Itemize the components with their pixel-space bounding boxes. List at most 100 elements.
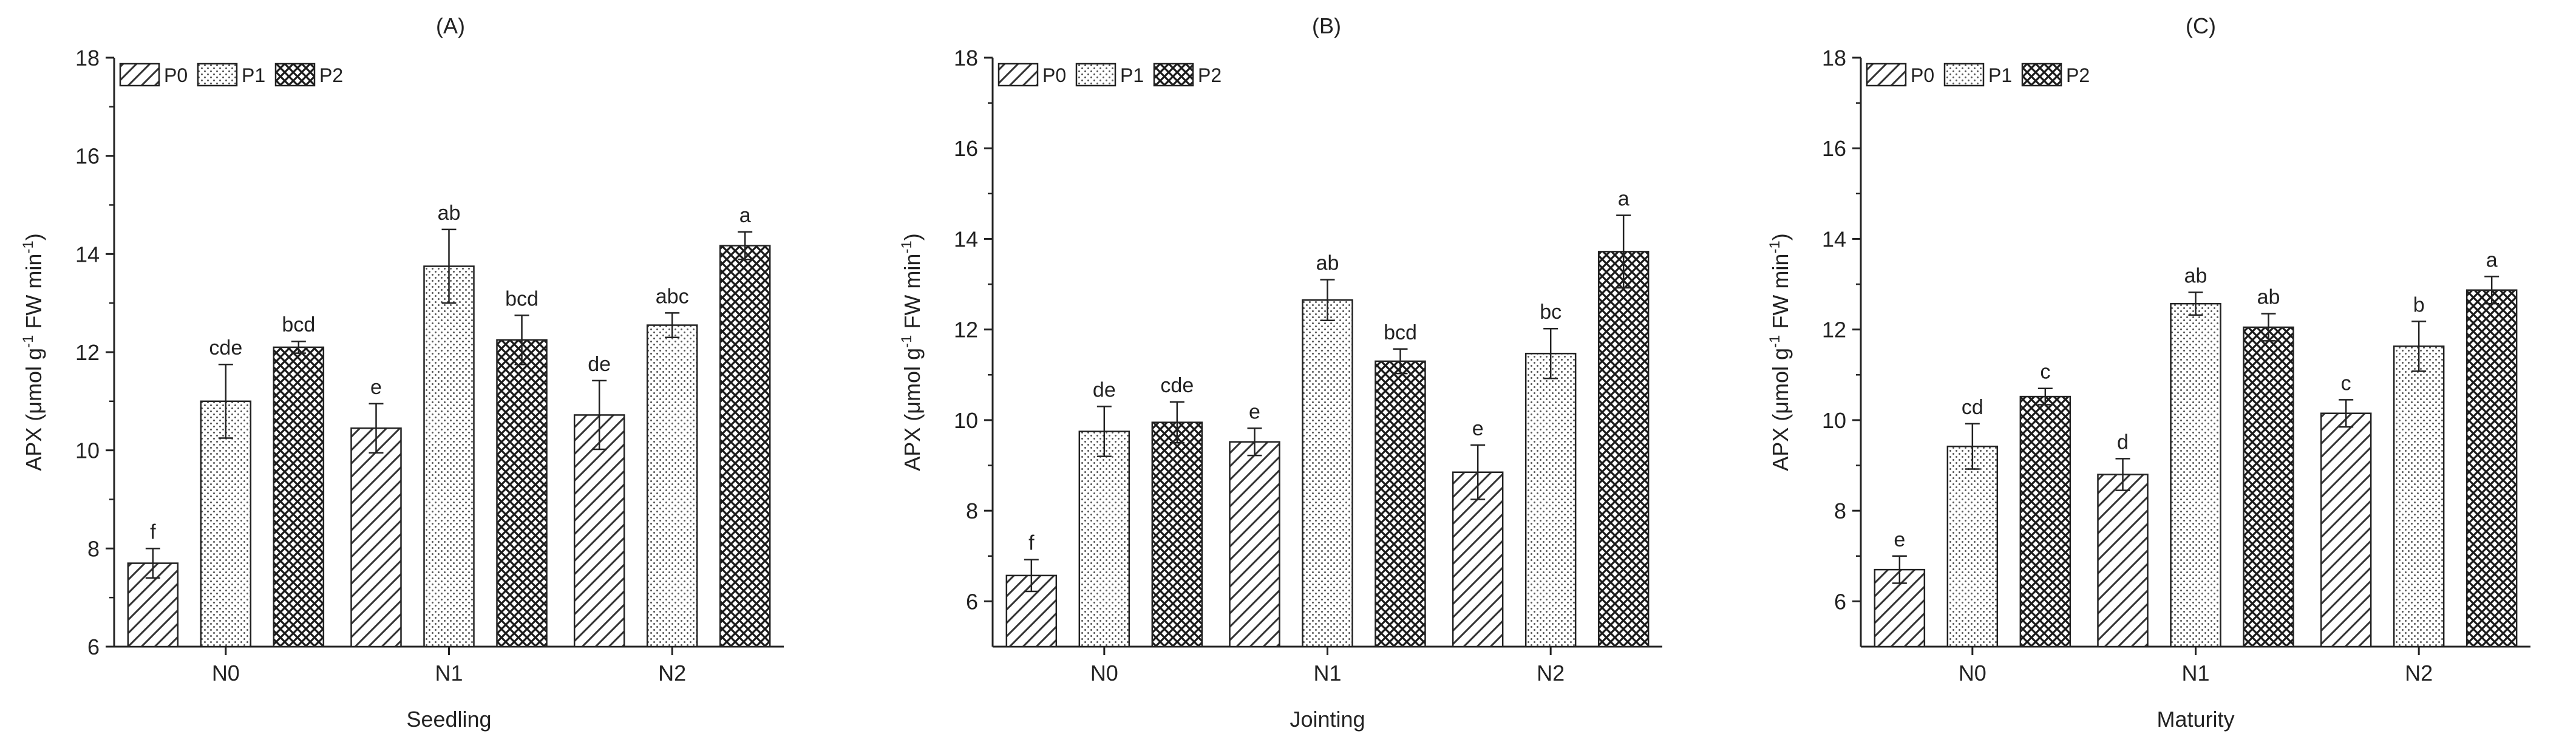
legend-swatch-p0 — [119, 63, 160, 87]
significance-letter: a — [2486, 248, 2498, 271]
significance-letter: bc — [1540, 301, 1562, 324]
x-tick-label: N1 — [1313, 661, 1341, 685]
legend-swatch-p1 — [1075, 63, 1116, 87]
bar-p1-n0 — [200, 400, 252, 648]
bar-p1-n0 — [1946, 445, 1999, 648]
significance-letter: f — [150, 520, 156, 543]
bar-p2-n1 — [496, 339, 548, 648]
significance-letter: ab — [1316, 252, 1339, 275]
bar-p0-n2 — [573, 414, 625, 648]
legend-swatch-p1 — [197, 63, 238, 87]
significance-letter: ab — [2257, 286, 2280, 309]
significance-letter: b — [2413, 293, 2425, 316]
significance-letter: c — [2040, 361, 2050, 384]
significance-letter: bcd — [505, 287, 539, 310]
panel-label: (A) — [436, 13, 465, 38]
significance-letter: ab — [2184, 265, 2207, 288]
y-tick-label: 14 — [1822, 226, 1846, 251]
y-tick-label: 10 — [954, 408, 978, 433]
legend: P0 P1 P2 — [119, 63, 343, 87]
y-axis-title-segment: APX (μmol g — [1768, 348, 1793, 471]
significance-letter: a — [1618, 188, 1630, 211]
y-tick-label: 18 — [75, 46, 100, 70]
bar-p2-n2 — [1597, 251, 1650, 648]
y-tick-label: 18 — [954, 46, 978, 70]
x-tick-label: N0 — [1090, 661, 1118, 685]
y-axis-title-superscript: -1 — [20, 240, 36, 253]
significance-letter: e — [1249, 400, 1260, 423]
y-tick-label: 14 — [954, 226, 978, 251]
bar-p0-n1 — [350, 427, 402, 648]
legend-label: P2 — [319, 64, 343, 86]
significance-letter: a — [739, 204, 751, 227]
x-tick-label: N2 — [658, 661, 686, 685]
x-tick-label: N1 — [435, 661, 463, 685]
bar-p2-n2 — [2466, 289, 2518, 648]
significance-letter: f — [1028, 532, 1035, 555]
significance-letter: cde — [1160, 374, 1194, 397]
y-axis-title: APX (μmol g-1 FW min-1) — [20, 233, 46, 471]
legend-swatch-p2 — [274, 63, 316, 87]
significance-letter: d — [2117, 430, 2129, 454]
significance-letter: ab — [438, 202, 461, 225]
bar-p2-n1 — [2243, 326, 2294, 648]
y-axis-title-segment: APX (μmol g — [900, 348, 925, 471]
y-tick-label: 16 — [75, 144, 100, 169]
legend-label: P0 — [164, 64, 188, 86]
y-axis-title-segment: FW min — [900, 254, 925, 335]
y-tick-label: 6 — [1834, 589, 1846, 614]
legend-label: P1 — [242, 64, 265, 86]
y-axis-title-segment: FW min — [21, 254, 46, 335]
significance-letter: c — [2341, 372, 2351, 395]
y-tick-label: 8 — [1834, 498, 1846, 523]
bar-p1-n1 — [1302, 299, 1353, 648]
bar-p1-n2 — [1524, 352, 1577, 648]
bar-p0-n1 — [2097, 474, 2149, 648]
legend-swatch-p2 — [1153, 63, 1194, 87]
bar-p2-n1 — [1375, 360, 1426, 648]
legend-swatch-p0 — [997, 63, 1039, 87]
y-axis-title-superscript: -1 — [1767, 335, 1783, 348]
legend-label: P1 — [1120, 64, 1144, 86]
legend-swatch-p2 — [2021, 63, 2062, 87]
legend-swatch-p1 — [1943, 63, 1985, 87]
significance-letter: de — [588, 353, 611, 376]
y-tick-label: 8 — [966, 498, 978, 523]
y-axis-title-superscript: -1 — [899, 240, 915, 253]
bar-p1-n2 — [2393, 345, 2445, 648]
y-axis-title-segment: APX (μmol g — [21, 348, 46, 471]
significance-letter: e — [370, 376, 382, 399]
significance-letter: bcd — [282, 313, 315, 336]
legend-label: P2 — [1198, 64, 1222, 86]
y-axis-title-segment: FW min — [1768, 254, 1793, 335]
x-tick-label: N0 — [1959, 661, 1986, 685]
x-axis-title: Seedling — [406, 707, 491, 732]
y-tick-label: 6 — [966, 589, 978, 614]
x-axis-title: Jointing — [1290, 707, 1365, 732]
y-axis-title-superscript: -1 — [899, 335, 915, 348]
x-tick-label: N2 — [2405, 661, 2433, 685]
y-tick-label: 16 — [1822, 136, 1846, 161]
panel-label: (B) — [1312, 13, 1341, 38]
legend-label: P1 — [1988, 64, 2012, 86]
y-tick-label: 10 — [1822, 408, 1846, 433]
bar-p2-n0 — [1151, 421, 1203, 648]
y-axis-title: APX (μmol g-1 FW min-1) — [1767, 233, 1793, 471]
bar-p0-n2 — [2320, 412, 2372, 648]
y-tick-label: 16 — [954, 136, 978, 161]
x-tick-label: N2 — [1537, 661, 1565, 685]
y-tick-label: 18 — [1822, 46, 1846, 70]
bar-p2-n0 — [2019, 395, 2071, 648]
significance-letter: e — [1472, 417, 1484, 440]
legend: P0 P1 P2 — [1866, 63, 2090, 87]
legend-swatch-p0 — [1866, 63, 1907, 87]
y-axis-title-segment: ) — [1768, 233, 1793, 240]
significance-letter: de — [1093, 379, 1116, 402]
y-axis-title: APX (μmol g-1 FW min-1) — [899, 233, 925, 471]
bar-p1-n0 — [1078, 430, 1130, 648]
significance-letter: abc — [656, 285, 689, 308]
panel-label: (C) — [2186, 13, 2216, 38]
